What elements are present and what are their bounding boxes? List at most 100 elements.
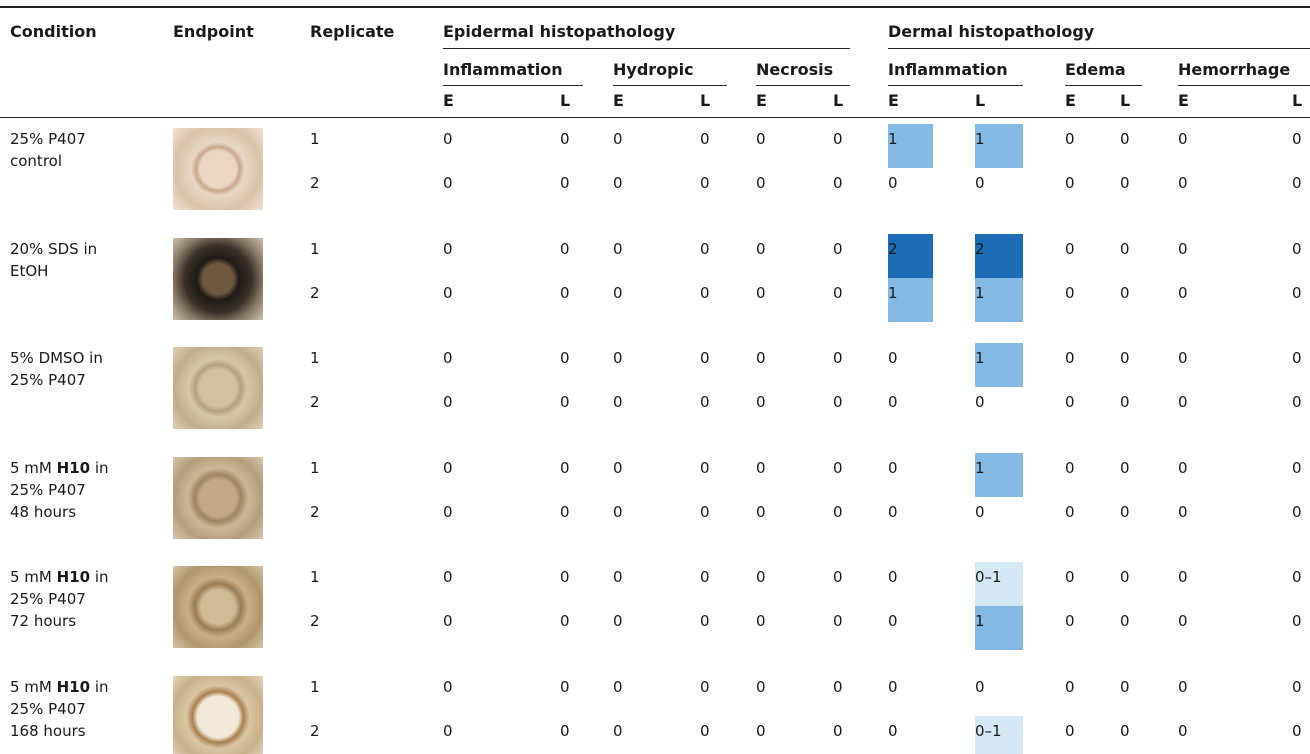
condition-line: 25% P407 (10, 371, 86, 389)
score: 0 (833, 239, 843, 258)
score: 0 (1178, 721, 1188, 740)
score: 0 (1178, 239, 1188, 258)
sub-column-header: L (1292, 91, 1303, 110)
score: 0 (700, 174, 710, 192)
score: 0 (613, 568, 623, 586)
score: 0 (443, 458, 453, 477)
score-highlight (888, 124, 933, 168)
score: 0 (613, 721, 623, 740)
replicate: 1 (310, 130, 320, 148)
score: 0 (833, 721, 843, 740)
score: 0 (1065, 283, 1075, 302)
score: 0 (1292, 174, 1302, 192)
score: 0 (443, 502, 453, 521)
score: 0 (700, 393, 710, 411)
score: 0 (975, 502, 985, 521)
score: 0 (700, 283, 710, 302)
endpoint-image (173, 347, 263, 429)
subgroup-header: Hemorrhage (1178, 60, 1291, 79)
score: 0 (1178, 502, 1188, 521)
score: 0 (1178, 393, 1188, 411)
score: 0 (1065, 458, 1075, 477)
replicate: 2 (310, 174, 320, 192)
subgroup-header: Hydropic (613, 60, 694, 79)
condition-text: control (10, 152, 62, 170)
score: 0 (1292, 568, 1302, 586)
score: 0 (1292, 458, 1302, 477)
endpoint-image (173, 237, 263, 320)
score-highlight (975, 233, 1023, 278)
score: 0 (756, 612, 766, 630)
replicate: 2 (310, 502, 320, 521)
replicate: 2 (310, 612, 320, 630)
score: 0 (888, 721, 898, 740)
sub-column-header: L (700, 91, 711, 110)
score: 0 (833, 568, 843, 586)
replicate: 1 (310, 568, 320, 586)
subgroup-header: Inflammation (443, 60, 563, 79)
subgroup-header: Edema (1065, 60, 1126, 79)
score: 0 (700, 612, 710, 630)
condition-text: in (90, 458, 109, 477)
score: 0 (443, 393, 453, 411)
score: 1 (888, 283, 898, 302)
condition-text: 5 mM (10, 677, 57, 696)
endpoint-image (173, 675, 263, 754)
score: 0–1 (975, 568, 1002, 586)
score-highlight (975, 606, 1023, 650)
score: 0 (700, 349, 710, 367)
score: 0 (1120, 502, 1130, 521)
score: 0 (888, 393, 898, 411)
condition-text: 5% DMSO in (10, 349, 103, 367)
condition-text: 20% SDS in (10, 239, 98, 258)
top-rule (0, 6, 1310, 8)
sub-column-header: L (1120, 91, 1131, 110)
group-header: Epidermal histopathology (443, 22, 676, 41)
score-highlight (888, 233, 933, 278)
header-rule (0, 117, 1310, 118)
score: 0 (833, 502, 843, 521)
endpoint-image (173, 456, 263, 539)
score: 0 (756, 174, 766, 192)
score: 0 (443, 349, 453, 367)
score: 2 (975, 239, 985, 258)
score: 0 (560, 283, 570, 302)
score: 0 (1178, 612, 1188, 630)
score: 0 (1120, 721, 1130, 740)
score: 0 (833, 283, 843, 302)
score: 1 (975, 130, 985, 148)
score: 0 (700, 568, 710, 586)
condition-line: control (10, 152, 62, 170)
score: 0 (1120, 130, 1130, 148)
score: 0 (613, 130, 623, 148)
condition-text: 25% P407 (10, 130, 86, 148)
condition-line: 20% SDS in (10, 240, 97, 258)
score: 0–1 (975, 721, 1002, 740)
score: 0 (443, 130, 453, 148)
score: 0 (975, 174, 985, 192)
score: 0 (560, 502, 570, 521)
score: 0 (560, 568, 570, 586)
score: 0 (560, 393, 570, 411)
score: 1 (975, 283, 985, 302)
score: 0 (1065, 393, 1075, 411)
subgroup-rule (443, 85, 583, 86)
condition-line: 5 mM H10 in (10, 459, 109, 477)
score: 0 (888, 677, 898, 696)
score: 0 (756, 568, 766, 586)
score: 0 (888, 174, 898, 192)
score: 0 (756, 502, 766, 521)
condition-text: 5 mM (10, 458, 57, 477)
score: 0 (443, 677, 453, 696)
score: 0 (1292, 393, 1302, 411)
score: 0 (1292, 349, 1302, 367)
score-highlight (975, 452, 1023, 497)
score: 0 (560, 349, 570, 367)
score: 0 (560, 239, 570, 258)
condition-text: H10 (56, 568, 91, 586)
score: 0 (756, 239, 766, 258)
score: 0 (1065, 677, 1075, 696)
condition-line: 72 hours (10, 612, 76, 630)
condition-text: 25% P407 (10, 699, 86, 718)
